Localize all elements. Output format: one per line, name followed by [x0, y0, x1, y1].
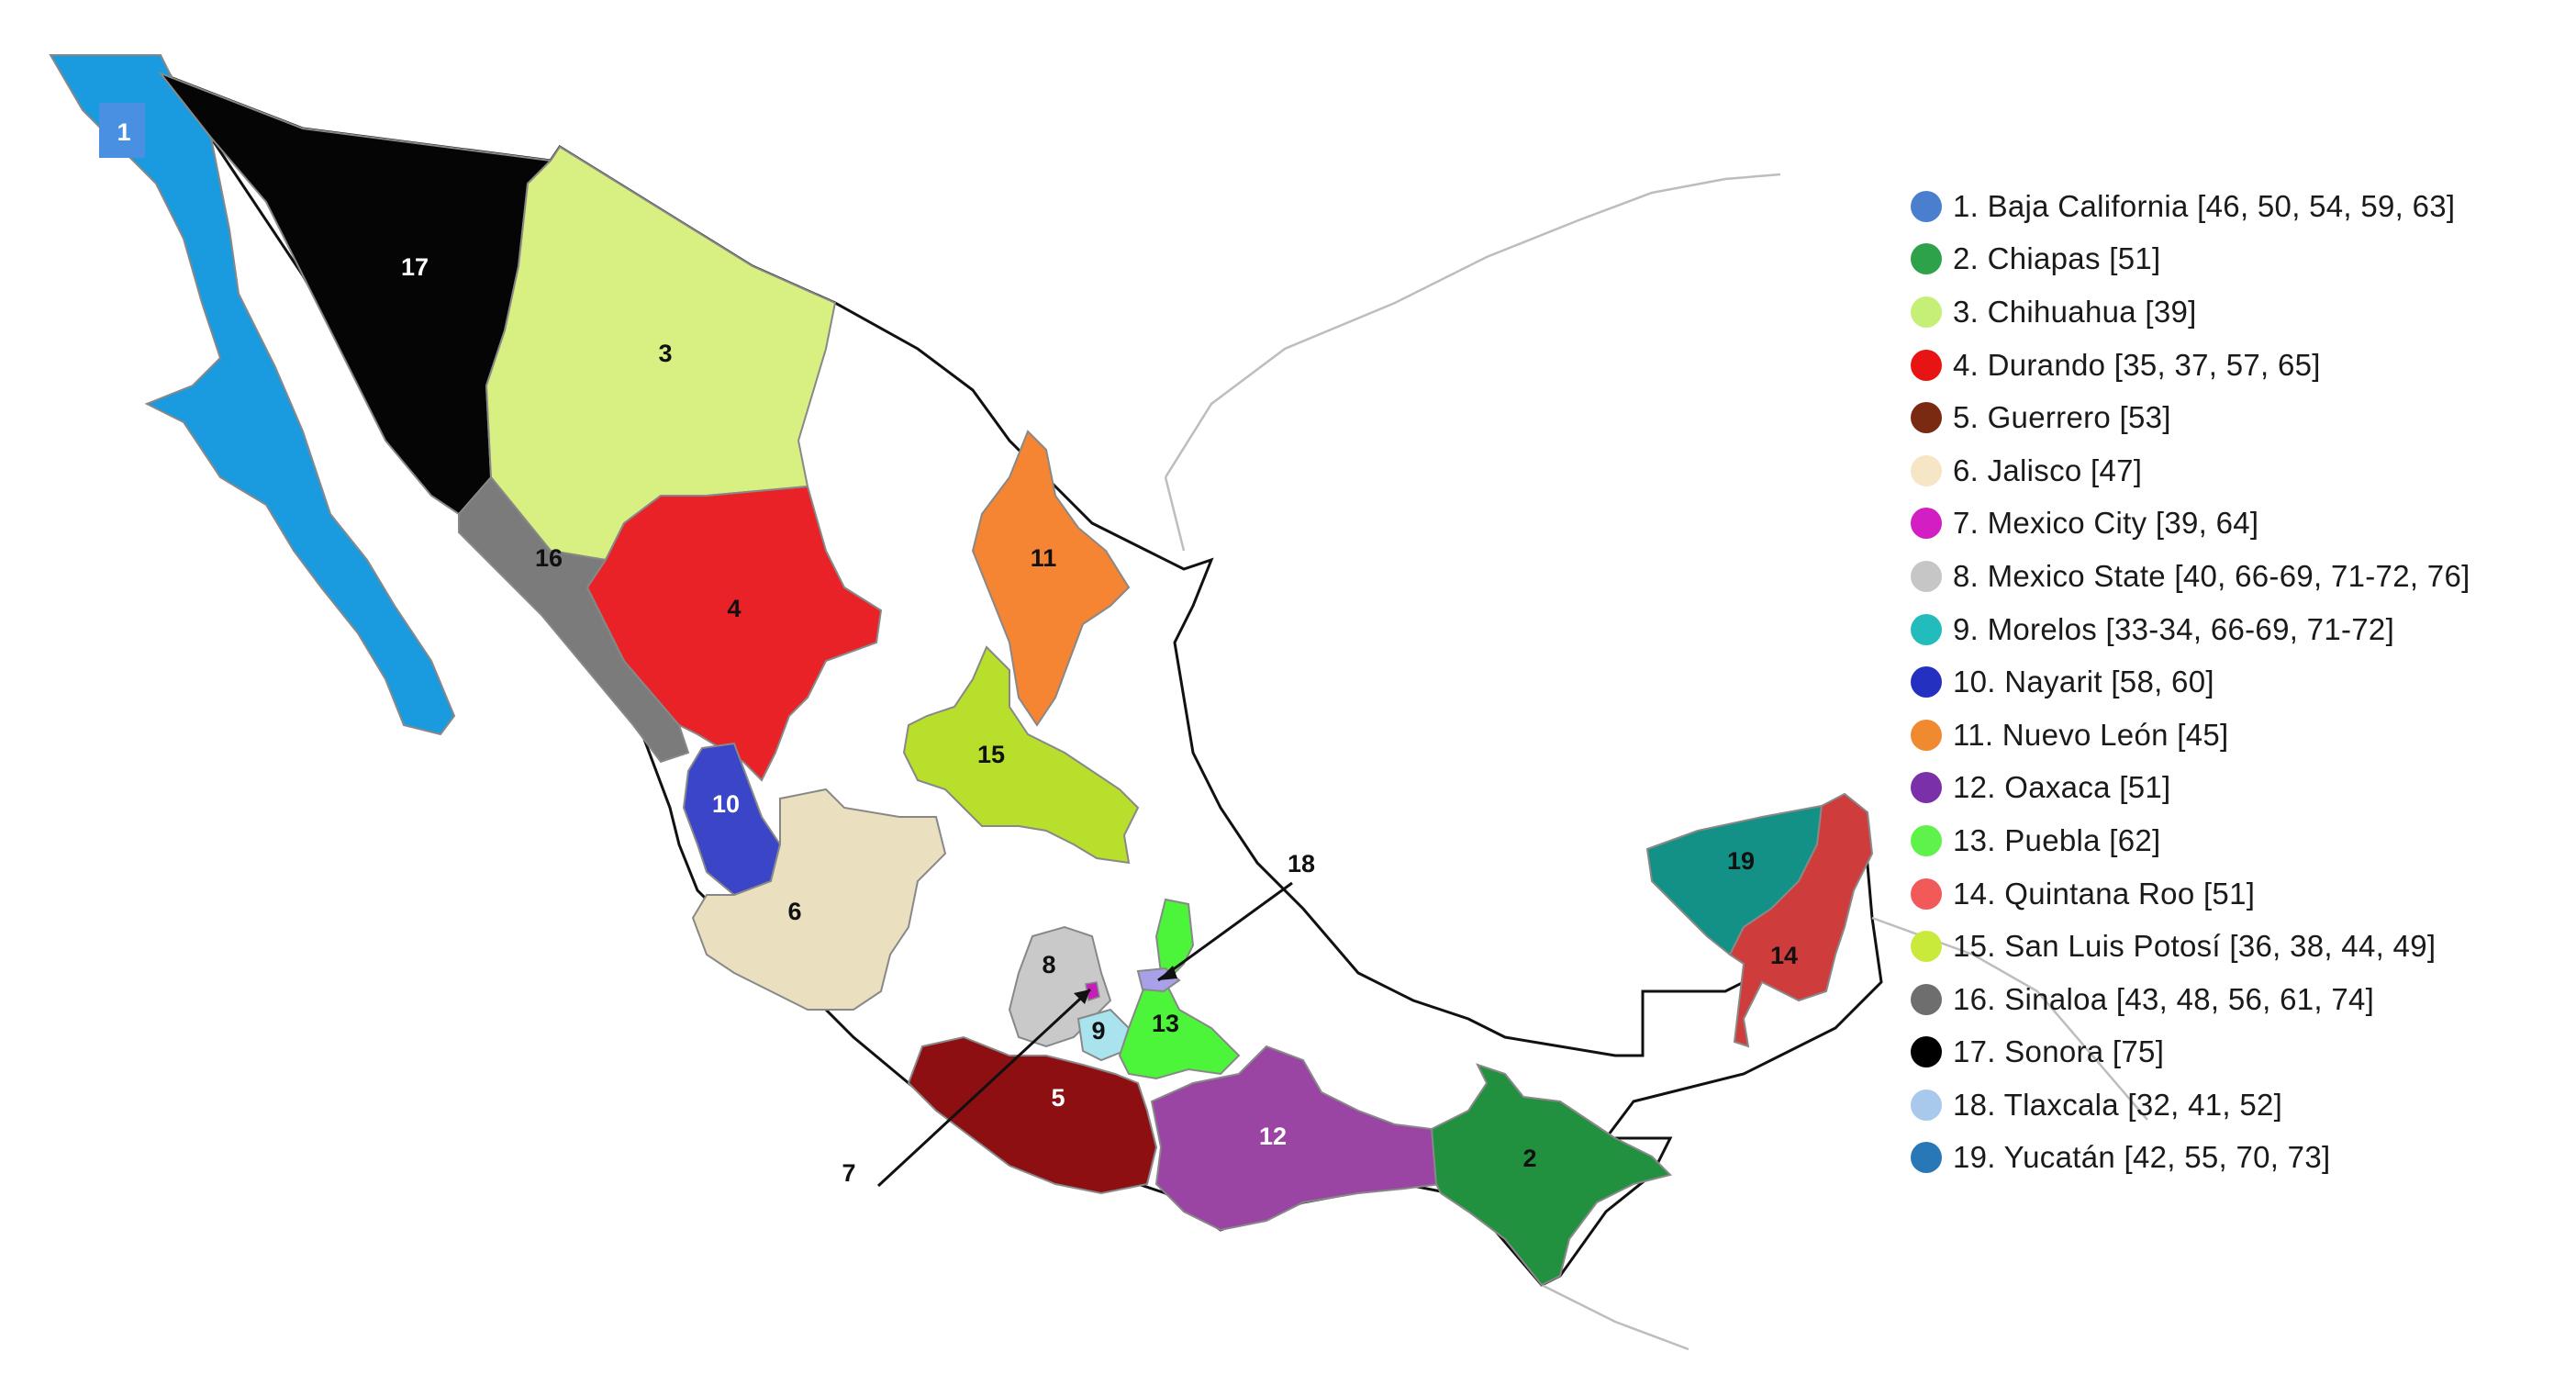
- legend-item-guerrero: 5. Guerrero [53]: [1911, 391, 2571, 444]
- region-13-label: 13: [1152, 1010, 1179, 1037]
- legend-marker: [1911, 349, 1942, 381]
- legend-marker: [1911, 454, 1942, 486]
- legend-marker: [1911, 560, 1942, 592]
- legend-label: 17. Sonora [75]: [1953, 1034, 2165, 1069]
- legend-label: 10. Nayarit [58, 60]: [1953, 665, 2214, 699]
- legend-item-puebla: 13. Puebla [62]: [1911, 814, 2571, 867]
- region-14-shape: [1728, 792, 1874, 1048]
- legend-marker: [1911, 824, 1942, 856]
- legend-item-chiapas: 2. Chiapas [51]: [1911, 233, 2571, 286]
- legend-item-tlaxcala: 18. Tlaxcala [32, 41, 52]: [1911, 1078, 2571, 1132]
- legend-label: 7. Mexico City [39, 64]: [1953, 506, 2259, 541]
- legend-marker: [1911, 666, 1942, 698]
- region-9-label: 9: [1091, 1017, 1105, 1045]
- region-4-shape: [585, 485, 883, 782]
- region-17-label: 17: [401, 253, 429, 281]
- region-15-shape: [902, 645, 1140, 865]
- legend-label: 5. Guerrero [53]: [1953, 400, 2171, 435]
- legend-item-mexico-state: 8. Mexico State [40, 66-69, 71-72, 76]: [1911, 550, 2571, 603]
- region-6-label: 6: [787, 898, 801, 925]
- legend-item-quintana-roo: 14. Quintana Roo [51]: [1911, 867, 2571, 921]
- region-12-label: 12: [1259, 1123, 1287, 1150]
- legend-item-sinaloa: 16. Sinaloa [43, 48, 56, 61, 74]: [1911, 973, 2571, 1026]
- legend-marker: [1911, 1089, 1942, 1121]
- region-11-shape: [971, 430, 1131, 727]
- legend-label: 1. Baja California [46, 50, 54, 59, 63]: [1953, 188, 2456, 223]
- legend-item-jalisco: 6. Jalisco [47]: [1911, 444, 2571, 497]
- legend-marker: [1911, 877, 1942, 910]
- legend-label: 19. Yucatán [42, 55, 70, 73]: [1953, 1140, 2331, 1175]
- legend-label: 14. Quintana Roo [51]: [1953, 876, 2256, 911]
- legend-label: 12. Oaxaca [51]: [1953, 770, 2171, 805]
- region-1-label-box: [99, 103, 145, 158]
- map-legend: 1. Baja California [46, 50, 54, 59, 63] …: [1911, 180, 2571, 1184]
- region-3-label: 3: [658, 340, 672, 367]
- legend-marker: [1911, 931, 1942, 963]
- region-1-label: 1: [117, 118, 130, 146]
- region-2-label: 2: [1522, 1145, 1536, 1172]
- legend-item-mexico-city: 7. Mexico City [39, 64]: [1911, 497, 2571, 551]
- legend-item-chihuahua: 3. Chihuahua [39]: [1911, 285, 2571, 339]
- region-14-label: 14: [1770, 942, 1798, 969]
- legend-item-durango: 4. Durando [35, 37, 57, 65]: [1911, 339, 2571, 392]
- region-1-shape: [49, 54, 456, 736]
- gulf-coastline: [1164, 173, 2148, 1351]
- legend-label: 15. San Luis Potosí [36, 38, 44, 49]: [1953, 929, 2437, 964]
- region-19-label: 19: [1727, 847, 1755, 875]
- region-7-label: 7: [842, 1159, 855, 1187]
- legend-label: 2. Chiapas [51]: [1953, 241, 2161, 276]
- legend-marker: [1911, 983, 1942, 1015]
- arrowhead-7: [1074, 989, 1090, 1004]
- legend-item-oaxaca: 12. Oaxaca [51]: [1911, 762, 2571, 815]
- region-10-label: 10: [712, 790, 740, 818]
- legend-marker: [1911, 1036, 1942, 1068]
- legend-marker: [1911, 1142, 1942, 1174]
- region-4-label: 4: [727, 595, 741, 622]
- legend-item-nayarit: 10. Nayarit [58, 60]: [1911, 655, 2571, 709]
- legend-marker: [1911, 772, 1942, 804]
- legend-item-baja-california: 1. Baja California [46, 50, 54, 59, 63]: [1911, 180, 2571, 233]
- legend-marker: [1911, 243, 1942, 275]
- arrow-7: [876, 988, 1092, 1188]
- legend-label: 9. Morelos [33-34, 66-69, 71-72]: [1953, 611, 2395, 646]
- legend-label: 6. Jalisco [47]: [1953, 453, 2143, 487]
- legend-label: 13. Puebla [62]: [1953, 822, 2161, 857]
- legend-marker: [1911, 402, 1942, 434]
- region-15-label: 15: [977, 741, 1005, 768]
- region-5-label: 5: [1051, 1084, 1065, 1112]
- region-2-shape: [1430, 1063, 1672, 1287]
- region-6-shape: [691, 788, 947, 1011]
- legend-label: 18. Tlaxcala [32, 41, 52]: [1953, 1087, 2283, 1122]
- legend-item-nuevo-leon: 11. Nuevo León [45]: [1911, 709, 2571, 762]
- region-8-label: 8: [1042, 951, 1055, 978]
- arrowhead-18: [1158, 966, 1177, 980]
- legend-marker: [1911, 296, 1942, 328]
- legend-marker: [1911, 719, 1942, 751]
- legend-label: 3. Chihuahua [39]: [1953, 294, 2197, 329]
- region-18-label: 18: [1288, 850, 1315, 877]
- legend-label: 8. Mexico State [40, 66-69, 71-72, 76]: [1953, 558, 2470, 593]
- legend-marker: [1911, 190, 1942, 222]
- legend-label: 16. Sinaloa [43, 48, 56, 61, 74]: [1953, 981, 2375, 1016]
- region-5-shape: [907, 1035, 1158, 1195]
- legend-marker: [1911, 613, 1942, 645]
- legend-item-san-luis-potosi: 15. San Luis Potosí [36, 38, 44, 49]: [1911, 920, 2571, 973]
- legend-item-morelos: 9. Morelos [33-34, 66-69, 71-72]: [1911, 603, 2571, 656]
- region-16-label: 16: [535, 544, 563, 572]
- legend-item-yucatan: 19. Yucatán [42, 55, 70, 73]: [1911, 1132, 2571, 1185]
- region-11-label: 11: [1031, 544, 1057, 572]
- legend-label: 4. Durando [35, 37, 57, 65]: [1953, 347, 2321, 382]
- legend-label: 11. Nuevo León [45]: [1953, 717, 2229, 752]
- legend-item-sonora: 17. Sonora [75]: [1911, 1026, 2571, 1079]
- arrow-18: [1157, 881, 1293, 982]
- legend-marker: [1911, 508, 1942, 540]
